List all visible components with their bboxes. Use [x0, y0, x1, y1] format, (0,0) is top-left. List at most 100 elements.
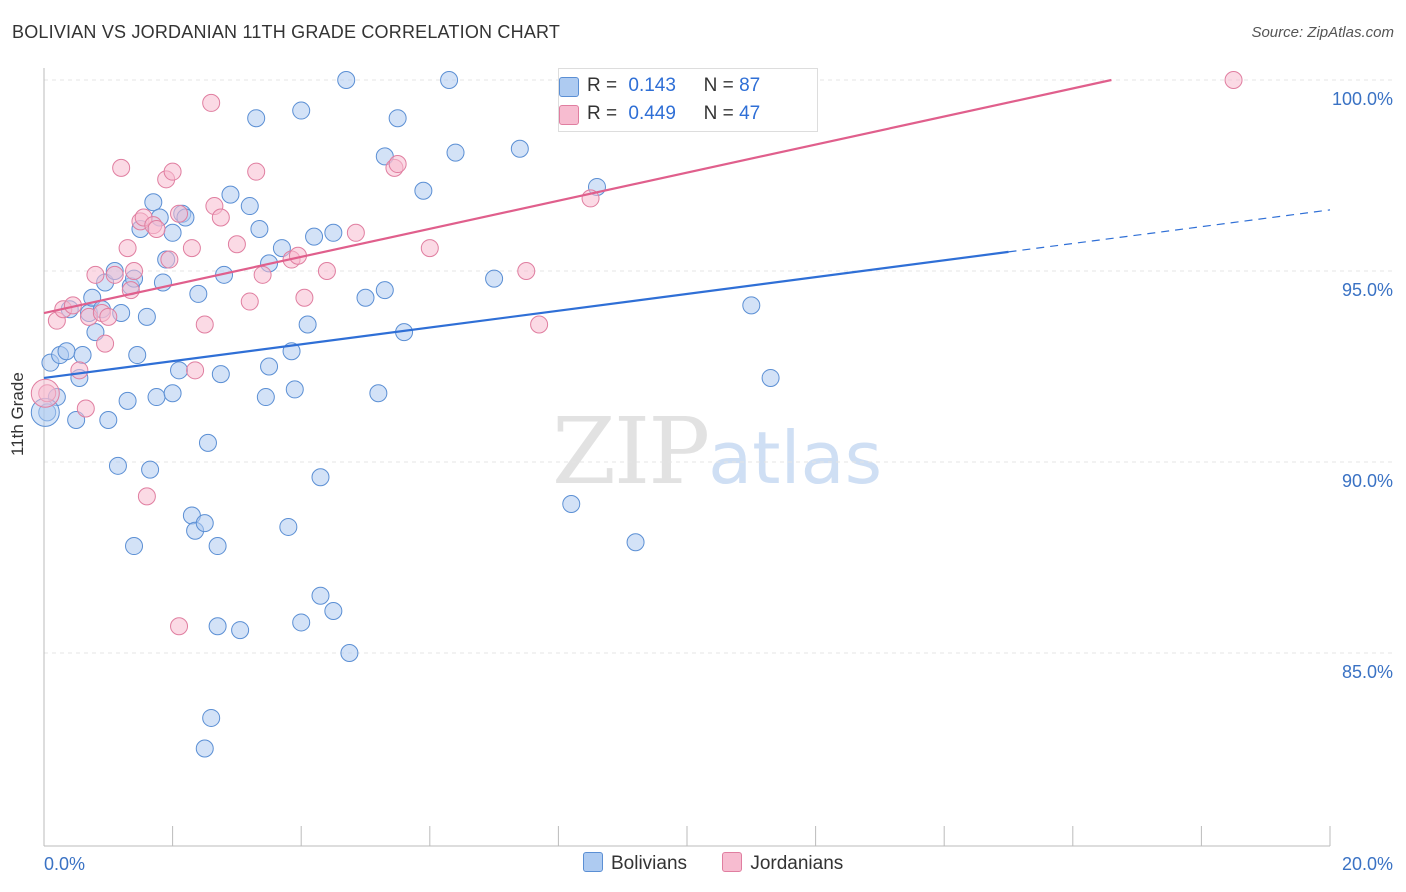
bolivian-point: [86, 323, 105, 342]
jordanian-point: [86, 265, 105, 284]
bolivian-point: [147, 388, 166, 407]
jordanian-point: [125, 262, 144, 280]
jordanians-legend-swatch: [722, 852, 743, 872]
bolivian-point: [170, 361, 189, 380]
legend-r-label: R =: [587, 103, 618, 124]
bolivian-point: [340, 644, 359, 662]
bolivian-point: [562, 495, 581, 514]
bolivian-point: [761, 368, 780, 387]
bolivian-point: [298, 315, 317, 334]
jordanian-point: [137, 487, 156, 506]
legend-item-jordanians: Jordanians: [750, 853, 844, 874]
bolivian-point: [198, 433, 217, 452]
bolivian-point: [414, 181, 433, 200]
legend-row-bolivians: R = 0.143 N = 87: [559, 75, 761, 97]
bolivian-point: [73, 346, 92, 365]
bolivian-point: [118, 391, 137, 410]
bolivian-point: [250, 219, 269, 238]
bolivian-point: [510, 139, 529, 158]
jordanian-point: [530, 315, 549, 334]
jordanian-point: [1224, 71, 1243, 89]
bolivian-point: [256, 388, 275, 407]
bolivians-swatch: [559, 77, 579, 97]
x-tick-label: 0.0%: [44, 854, 85, 874]
bolivian-point: [626, 533, 645, 552]
bolivian-point: [141, 460, 160, 479]
bolivian-point: [485, 269, 504, 288]
bolivian-point: [163, 223, 182, 242]
legend-r-label: R =: [587, 75, 618, 96]
jordanian-point: [195, 315, 214, 334]
legend-r-value: 0.449: [628, 103, 676, 124]
jordanian-point: [517, 262, 536, 280]
bolivian-point: [324, 223, 343, 242]
bolivians-points: [30, 71, 780, 758]
jordanians-trend-line: [43, 78, 1112, 315]
bolivian-point: [446, 143, 465, 162]
bolivian-point: [208, 537, 227, 556]
bolivian-point: [240, 197, 259, 216]
legend-n-value: 87: [739, 75, 761, 96]
jordanian-point: [160, 250, 179, 269]
jordanians-swatch: [559, 105, 579, 125]
jordanian-point: [420, 239, 439, 258]
jordanian-point: [76, 399, 95, 418]
jordanian-point: [99, 307, 118, 326]
jordanian-point: [253, 265, 272, 284]
source-note: Source: ZipAtlas.com: [1251, 24, 1394, 41]
bolivian-point: [369, 384, 388, 403]
bolivian-point: [742, 296, 761, 315]
bolivian-point: [285, 380, 304, 399]
legend-r-value: 0.143: [628, 75, 676, 96]
stats-legend: R = 0.143 N = 87 R = 0.449 N = 47: [558, 68, 818, 132]
trend-lines: [43, 78, 1331, 380]
jordanian-point: [170, 204, 189, 223]
jordanian-point: [163, 162, 182, 181]
jordanian-point: [388, 155, 407, 174]
bolivian-point: [260, 357, 279, 376]
jordanian-point: [118, 239, 137, 258]
axes: [43, 68, 1331, 847]
jordanians-points: [30, 71, 1243, 636]
jordanian-point: [170, 617, 189, 636]
jordanian-point: [182, 239, 201, 258]
jordanian-point: [147, 219, 166, 238]
bolivian-point: [144, 193, 163, 212]
y-tick-label: 95.0%: [1342, 280, 1393, 300]
bolivians-legend-swatch: [583, 852, 603, 872]
bolivian-point: [57, 342, 76, 361]
legend-n-label: N =: [703, 75, 734, 96]
chart-title: BOLIVIAN VS JORDANIAN 11TH GRADE CORRELA…: [12, 22, 561, 42]
y-tick-label: 90.0%: [1342, 471, 1393, 491]
jordanian-point: [227, 235, 246, 254]
jordanian-point: [186, 361, 205, 380]
jordanian-point: [202, 93, 221, 112]
bolivian-point: [356, 288, 375, 307]
bolivians-trend-line: [43, 250, 1009, 380]
jordanian-point: [240, 292, 259, 311]
legend-n-label: N =: [703, 103, 734, 124]
y-tick-label: 85.0%: [1342, 662, 1393, 682]
bolivian-point: [202, 708, 221, 727]
bolivian-point: [388, 109, 407, 128]
bolivian-point: [337, 71, 356, 89]
bolivian-point: [311, 586, 330, 605]
x-tick-label: 20.0%: [1342, 854, 1393, 874]
bolivian-point: [125, 537, 144, 556]
watermark-atlas: atlas: [708, 416, 883, 500]
watermark-zip: ZIP: [552, 398, 710, 505]
bolivian-point: [128, 346, 147, 365]
bolivian-point: [189, 284, 208, 303]
bolivian-point: [305, 227, 324, 246]
bolivian-point: [99, 410, 118, 429]
bolivian-point: [195, 739, 214, 758]
legend-row-jordanians: R = 0.449 N = 47: [559, 103, 760, 125]
watermark: ZIPatlas: [552, 398, 882, 505]
bolivian-point: [272, 239, 291, 258]
bolivian-point: [208, 617, 227, 636]
bolivian-point: [108, 456, 127, 475]
bolivian-point: [440, 71, 459, 89]
bolivian-point: [324, 601, 343, 620]
jordanian-point: [112, 158, 131, 177]
